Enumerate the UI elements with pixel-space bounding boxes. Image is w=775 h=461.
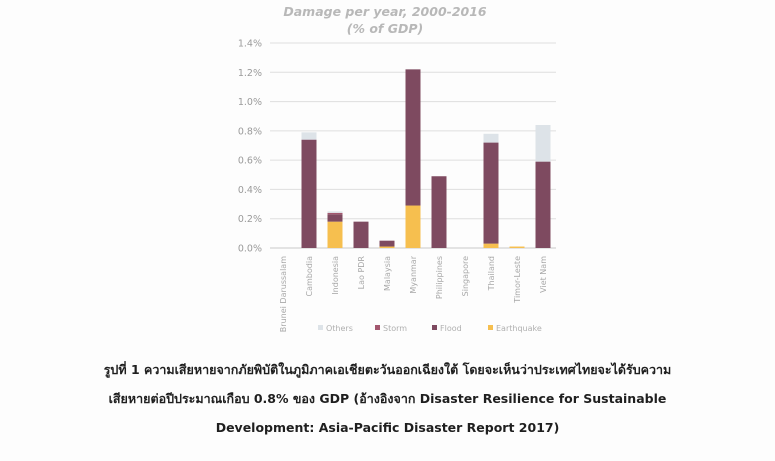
bar-segment — [509, 246, 525, 248]
caption-line-3: Development: Asia-Pacific Disaster Repor… — [215, 420, 560, 435]
bar-segment — [327, 211, 343, 213]
bar-segment — [483, 243, 499, 248]
x-tick-label: Thailand — [487, 256, 496, 291]
x-tick-label: Myanmar — [409, 255, 418, 293]
x-tick-label: Malaysia — [383, 256, 392, 291]
x-tick-label: Indonesia — [331, 256, 340, 295]
bar-segment — [301, 139, 317, 248]
x-axis-categories: Brunei Darussalam Cambodia Indonesia Lao PD… — [279, 255, 548, 332]
y-tick-label: 0.8% — [238, 126, 262, 137]
bar-segment — [483, 142, 499, 244]
x-tick-label: Viet Nam — [539, 256, 548, 293]
legend: Others Storm Flood Earthquake — [318, 324, 542, 333]
bar-segment — [327, 212, 343, 215]
x-tick-label: Lao PDR — [357, 256, 366, 290]
legend-swatch — [375, 325, 380, 330]
bar-segment — [301, 132, 317, 140]
y-tick-label: 0.4% — [238, 185, 262, 196]
y-tick-label: 1.2% — [238, 68, 262, 79]
bars — [301, 69, 551, 248]
caption-line-1: รูปที่ 1 ความเสียหายจากภัยพิบัติในภูมิภา… — [103, 362, 672, 377]
chart-title: Damage per year, 2000-2016 — [283, 4, 487, 19]
x-tick-label: Philippines — [435, 256, 444, 299]
bar-segment — [353, 221, 369, 248]
bar-segment — [535, 161, 551, 248]
x-tick-label: Cambodia — [305, 256, 314, 297]
legend-swatch — [432, 325, 437, 330]
y-tick-label: 0.0% — [238, 244, 262, 255]
x-tick-label: Timor-Leste — [513, 256, 522, 304]
bar-segment — [405, 69, 421, 206]
figure-caption: รูปที่ 1 ความเสียหายจากภัยพิบัติในภูมิภา… — [0, 355, 775, 442]
x-tick-label: Brunei Darussalam — [279, 256, 288, 332]
bar-segment — [535, 125, 551, 162]
y-tick-label: 0.6% — [238, 156, 262, 167]
x-tick-label: Singapore — [461, 256, 470, 296]
chart-subtitle: (% of GDP) — [347, 21, 423, 36]
caption-line-2: เสียหายต่อปีประมาณเกือบ 0.8% ของ GDP (อ้… — [108, 391, 667, 406]
bar-segment — [327, 221, 343, 248]
bar-segment — [405, 205, 421, 248]
legend-label: Storm — [383, 324, 407, 333]
legend-label: Flood — [440, 324, 462, 333]
bar-segment — [379, 240, 395, 247]
bar-segment — [483, 133, 499, 143]
y-tick-label: 1.0% — [238, 97, 262, 108]
legend-label: Earthquake — [496, 324, 542, 333]
bar-segment — [327, 214, 343, 222]
y-tick-label: 0.2% — [238, 214, 262, 225]
legend-label: Others — [326, 324, 353, 333]
legend-swatch — [488, 325, 493, 330]
bar-segment — [431, 176, 447, 248]
damage-chart: Damage per year, 2000-2016 (% of GDP) 0.… — [238, 4, 556, 333]
legend-swatch — [318, 325, 323, 330]
y-axis-ticks: 0.0% 0.2% 0.4% 0.6% 0.8% 1.0% 1.2% 1.4% — [238, 39, 262, 255]
bar-segment — [379, 246, 395, 248]
y-tick-label: 1.4% — [238, 39, 262, 50]
